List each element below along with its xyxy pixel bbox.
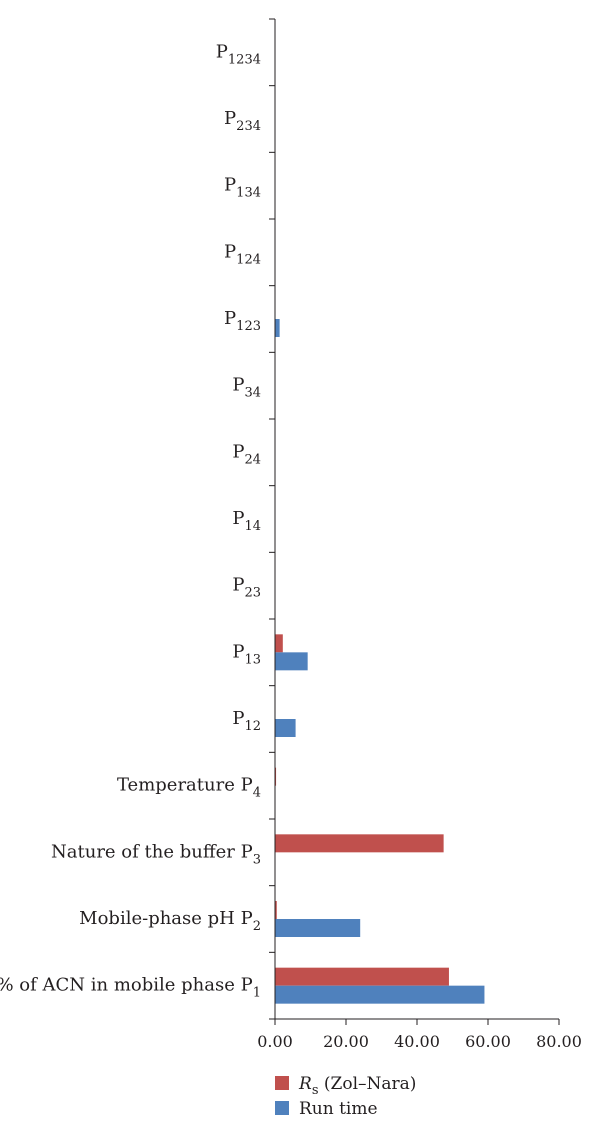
legend: Rs (Zol–Nara)Run time — [275, 1074, 416, 1119]
bar-rs-3 — [275, 767, 277, 786]
x-tick-label: 20.00 — [323, 1032, 369, 1051]
x-tick-label: 0.00 — [257, 1032, 293, 1051]
category-label: P234 — [224, 108, 261, 134]
category-label: Nature of the buffer P3 — [51, 841, 261, 867]
category-label: P14 — [232, 508, 261, 534]
bar-run-time-1 — [275, 919, 361, 937]
bar-run-time-5 — [275, 652, 308, 671]
axes-layer — [269, 18, 560, 1025]
x-tick-label: 40.00 — [394, 1032, 440, 1051]
bar-run-time-10 — [275, 319, 280, 337]
bar-run-time-4 — [275, 719, 296, 737]
tick-labels: 0.00 20.00 40.00 60.00 80.00 — [257, 1032, 582, 1051]
category-label: P24 — [232, 441, 261, 467]
bars-layer — [275, 319, 485, 1004]
legend-swatch — [275, 1076, 289, 1090]
category-label: P23 — [232, 575, 261, 601]
bar-rs-0 — [275, 967, 449, 986]
legend-swatch — [275, 1101, 289, 1115]
bar-rs-5 — [275, 634, 283, 653]
category-labels: % of ACN in mobile phase P1 Mobile-phase … — [0, 41, 261, 1000]
category-label: P124 — [224, 241, 261, 267]
x-tick-label: 80.00 — [536, 1032, 582, 1051]
category-label: Mobile-phase pH P2 — [79, 908, 261, 934]
bar-run-time-0 — [275, 985, 485, 1004]
category-label: P1234 — [216, 41, 261, 67]
category-label: Temperature P4 — [117, 775, 261, 801]
category-label: % of ACN in mobile phase P1 — [0, 975, 261, 1001]
category-label: P123 — [224, 308, 261, 334]
category-label: P12 — [232, 708, 261, 734]
legend-label: Run time — [299, 1099, 378, 1119]
legend-label: Rs (Zol–Nara) — [298, 1074, 416, 1098]
bar-rs-2 — [275, 834, 444, 853]
x-tick-label: 60.00 — [465, 1032, 511, 1051]
bar-rs-1 — [275, 901, 277, 919]
category-label: P13 — [232, 641, 261, 667]
category-label: P134 — [224, 175, 261, 201]
category-label: P34 — [232, 375, 261, 401]
